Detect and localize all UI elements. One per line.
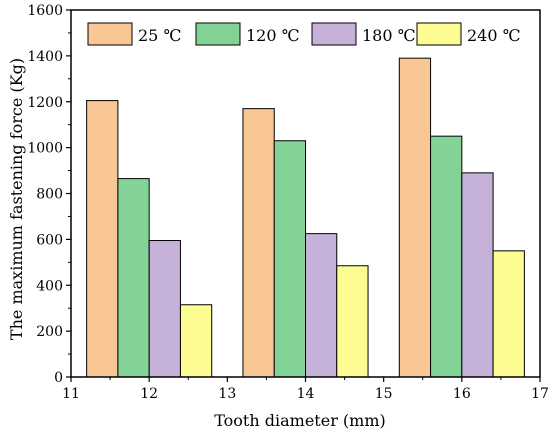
bar-2-12 xyxy=(117,178,150,378)
bar-2-16 xyxy=(430,135,463,378)
bar-3-16 xyxy=(461,172,494,378)
legend-label-4: 240 ℃ xyxy=(467,26,521,45)
bar-4-12 xyxy=(179,304,213,378)
legend: 25 ℃ 120 ℃ 180 ℃ 240 ℃ xyxy=(87,22,521,46)
legend-label-2: 120 ℃ xyxy=(246,26,300,45)
y-tick-label-1600: 1600 xyxy=(27,3,63,19)
legend-label-1: 25 ℃ xyxy=(138,26,181,45)
bar-1-14 xyxy=(242,108,275,378)
y-tick-label-0: 0 xyxy=(54,370,63,386)
y-tick-label-600: 600 xyxy=(36,232,63,248)
legend-swatch-2 xyxy=(195,22,241,46)
x-tick-label-15: 15 xyxy=(375,386,393,402)
y-tick-label-200: 200 xyxy=(36,324,63,340)
bar-2-14 xyxy=(273,140,307,378)
x-tick-label-17: 17 xyxy=(531,386,549,402)
bar-3-14 xyxy=(305,233,338,378)
y-axis-title: The maximum fastening force (Kg) xyxy=(7,58,26,340)
y-tick-label-800: 800 xyxy=(36,187,63,203)
bar-1-16 xyxy=(398,57,432,378)
y-tick-label-1200: 1200 xyxy=(27,95,63,111)
bar-4-16 xyxy=(492,250,525,378)
x-tick-label-16: 16 xyxy=(453,386,471,402)
x-axis-title: Tooth diameter (mm) xyxy=(214,411,386,430)
bars-layer xyxy=(86,57,525,378)
y-tick-label-400: 400 xyxy=(36,278,63,294)
x-tick-label-14: 14 xyxy=(297,386,315,402)
y-tick-label-1000: 1000 xyxy=(27,141,63,157)
x-tick-label-12: 12 xyxy=(140,386,158,402)
ticks-layer: 11 12 13 14 15 16 17 0 200 400 600 800 1000 1200 1400 1… xyxy=(27,3,549,402)
bar-1-12 xyxy=(86,100,119,378)
bar-4-14 xyxy=(336,265,369,378)
bar-3-12 xyxy=(148,240,181,378)
x-tick-label-11: 11 xyxy=(62,386,80,402)
legend-swatch-4 xyxy=(416,22,462,46)
legend-swatch-1 xyxy=(87,22,133,46)
x-tick-label-13: 13 xyxy=(218,386,236,402)
legend-label-3: 180 ℃ xyxy=(362,26,416,45)
legend-swatch-3 xyxy=(311,22,357,46)
y-tick-label-1400: 1400 xyxy=(27,49,63,65)
